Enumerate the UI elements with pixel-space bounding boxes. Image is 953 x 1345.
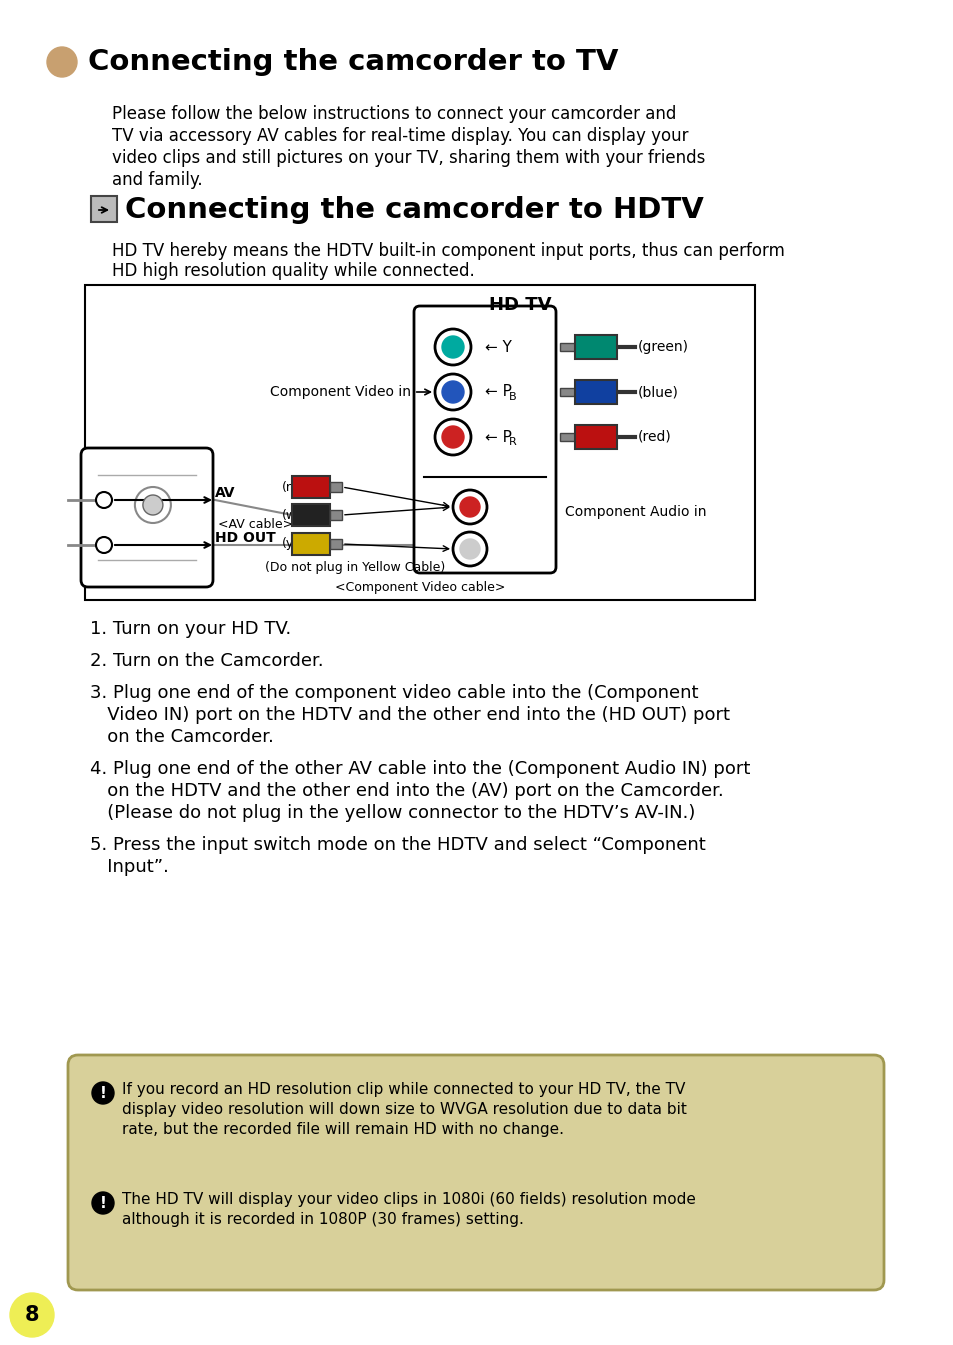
Text: !: !	[99, 1196, 107, 1210]
Circle shape	[435, 420, 471, 455]
Text: (red): (red)	[638, 430, 671, 444]
Text: Please follow the below instructions to connect your camcorder and: Please follow the below instructions to …	[112, 105, 676, 122]
Bar	[330, 510, 341, 521]
FancyBboxPatch shape	[81, 448, 213, 586]
Circle shape	[96, 537, 112, 553]
Text: (white): (white)	[282, 508, 326, 522]
Text: 3. Plug one end of the component video cable into the (Component: 3. Plug one end of the component video c…	[90, 685, 698, 702]
Text: ← Y: ← Y	[484, 339, 512, 355]
Circle shape	[134, 487, 171, 523]
Text: 5. Press the input switch mode on the HDTV and select “Component: 5. Press the input switch mode on the HD…	[90, 837, 705, 854]
Text: on the HDTV and the other end into the (AV) port on the Camcorder.: on the HDTV and the other end into the (…	[90, 781, 723, 800]
Text: The HD TV will display your video clips in 1080i (60 fields) resolution mode: The HD TV will display your video clips …	[122, 1192, 695, 1206]
Circle shape	[96, 492, 112, 508]
Circle shape	[10, 1293, 54, 1337]
Text: ← P: ← P	[484, 429, 512, 444]
Text: display video resolution will down size to WVGA resolution due to data bit: display video resolution will down size …	[122, 1102, 686, 1116]
Text: although it is recorded in 1080P (30 frames) setting.: although it is recorded in 1080P (30 fra…	[122, 1212, 523, 1227]
Circle shape	[91, 1081, 113, 1104]
Text: Component Video in: Component Video in	[270, 385, 430, 399]
FancyBboxPatch shape	[414, 307, 556, 573]
Text: 8: 8	[25, 1305, 39, 1325]
Text: 1. Turn on your HD TV.: 1. Turn on your HD TV.	[90, 620, 291, 638]
Text: (blue): (blue)	[638, 385, 679, 399]
Text: If you record an HD resolution clip while connected to your HD TV, the TV: If you record an HD resolution clip whil…	[122, 1081, 684, 1098]
Circle shape	[453, 533, 486, 566]
Text: and family.: and family.	[112, 171, 202, 190]
Circle shape	[47, 47, 77, 77]
Bar	[292, 504, 330, 526]
Circle shape	[441, 426, 463, 448]
Circle shape	[441, 381, 463, 404]
Bar	[330, 539, 341, 549]
Text: Connecting the camcorder to HDTV: Connecting the camcorder to HDTV	[125, 196, 703, 225]
FancyBboxPatch shape	[68, 1054, 883, 1290]
Text: HD OUT: HD OUT	[214, 531, 275, 545]
Circle shape	[91, 1192, 113, 1215]
Bar	[292, 533, 330, 555]
Text: HD TV: HD TV	[488, 296, 551, 313]
Text: HD high resolution quality while connected.: HD high resolution quality while connect…	[112, 262, 475, 280]
Text: (green): (green)	[638, 340, 688, 354]
Bar	[292, 476, 330, 498]
Bar	[575, 425, 617, 449]
Bar	[559, 343, 575, 351]
Text: Component Audio in: Component Audio in	[564, 504, 706, 519]
Circle shape	[459, 539, 479, 560]
Text: 4. Plug one end of the other AV cable into the (Component Audio IN) port: 4. Plug one end of the other AV cable in…	[90, 760, 750, 777]
Circle shape	[441, 336, 463, 358]
Circle shape	[435, 330, 471, 364]
Bar	[575, 381, 617, 404]
Text: (Please do not plug in the yellow connector to the HDTV’s AV-IN.): (Please do not plug in the yellow connec…	[90, 804, 695, 822]
Bar	[559, 433, 575, 441]
Text: HD TV hereby means the HDTV built-in component input ports, thus can perform: HD TV hereby means the HDTV built-in com…	[112, 242, 784, 260]
Text: Video IN) port on the HDTV and the other end into the (HD OUT) port: Video IN) port on the HDTV and the other…	[90, 706, 729, 724]
Bar	[330, 482, 341, 492]
Text: rate, but the recorded file will remain HD with no change.: rate, but the recorded file will remain …	[122, 1122, 563, 1137]
Text: ← P: ← P	[484, 385, 512, 399]
Text: Input”.: Input”.	[90, 858, 169, 876]
Text: R: R	[509, 437, 517, 447]
Text: (red): (red)	[282, 480, 312, 494]
Text: <Component Video cable>: <Component Video cable>	[335, 581, 505, 594]
Text: 2. Turn on the Camcorder.: 2. Turn on the Camcorder.	[90, 652, 323, 670]
Bar	[575, 335, 617, 359]
Circle shape	[435, 374, 471, 410]
Text: video clips and still pictures on your TV, sharing them with your friends: video clips and still pictures on your T…	[112, 149, 704, 167]
Text: on the Camcorder.: on the Camcorder.	[90, 728, 274, 746]
Text: <AV cable>: <AV cable>	[218, 518, 293, 531]
Text: (Do not plug in Yellow Cable): (Do not plug in Yellow Cable)	[265, 561, 445, 574]
Text: AV: AV	[214, 486, 235, 500]
Text: (yellow): (yellow)	[282, 538, 332, 550]
Text: TV via accessory AV cables for real-time display. You can display your: TV via accessory AV cables for real-time…	[112, 126, 688, 145]
FancyBboxPatch shape	[91, 196, 117, 222]
Circle shape	[459, 498, 479, 516]
Text: Connecting the camcorder to TV: Connecting the camcorder to TV	[88, 48, 618, 77]
Circle shape	[453, 490, 486, 525]
Text: B: B	[509, 391, 517, 402]
Circle shape	[143, 495, 163, 515]
Text: !: !	[99, 1085, 107, 1100]
Bar	[559, 387, 575, 395]
